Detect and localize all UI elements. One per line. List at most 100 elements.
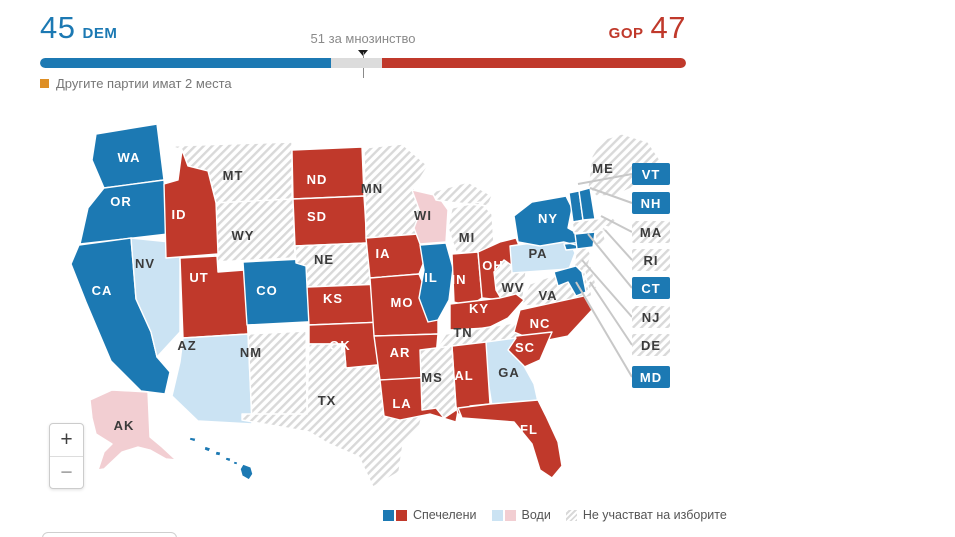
state-label-ca: CA — [92, 283, 113, 298]
zoom-out-button[interactable]: − — [50, 457, 83, 489]
state-label-or: OR — [110, 194, 132, 209]
attribution-box — [42, 532, 177, 537]
state-nd[interactable] — [291, 146, 365, 200]
legend-gop-lead-swatch-icon — [504, 509, 516, 521]
state-box-label-nj: NJ — [642, 310, 661, 325]
state-label-id: ID — [172, 207, 187, 222]
leader-de — [589, 281, 633, 346]
leader-ri — [604, 229, 633, 261]
bar-gop-fill — [382, 58, 686, 68]
state-label-mn: MN — [361, 181, 383, 196]
legend-hatch-swatch-icon — [565, 509, 577, 521]
dem-seat-count: 45 DEM — [40, 10, 117, 46]
state-label-fl: FL — [520, 422, 538, 437]
legend-dem-won-swatch-icon — [383, 509, 394, 521]
seat-bar — [40, 58, 686, 68]
state-label-ak: AK — [114, 418, 135, 433]
others-note-text: Другите партии имат 2 места — [56, 76, 232, 91]
state-ma[interactable] — [571, 216, 619, 234]
legend-won-label: Спечелени — [413, 508, 477, 522]
state-label-wy: WY — [232, 228, 255, 243]
state-label-ky: KY — [469, 301, 489, 316]
state-md[interactable] — [553, 265, 587, 297]
state-label-nc: NC — [530, 316, 551, 331]
state-box-ri[interactable] — [632, 249, 670, 271]
state-box-md[interactable] — [632, 366, 670, 388]
state-me[interactable] — [587, 133, 661, 197]
state-label-nm: NM — [240, 345, 262, 360]
state-label-ne: NE — [314, 252, 334, 267]
state-box-ma[interactable] — [632, 221, 670, 243]
state-box-de[interactable] — [632, 334, 670, 356]
legend-leads: Води — [491, 508, 551, 522]
state-or[interactable] — [79, 179, 169, 245]
state-label-mi: MI — [459, 230, 475, 245]
state-label-nd: ND — [307, 172, 328, 187]
state-fl[interactable] — [457, 399, 563, 479]
state-label-oh: OH — [482, 258, 504, 273]
state-box-label-md: MD — [640, 370, 662, 385]
majority-label: 51 за мнозинство — [310, 31, 416, 46]
state-label-ga: GA — [498, 365, 520, 380]
legend-leads-label: Води — [521, 508, 551, 522]
state-box-label-ri: RI — [644, 253, 659, 268]
state-label-wv: WV — [502, 280, 525, 295]
legend-gop-won-swatch-icon — [396, 509, 407, 521]
state-il[interactable] — [418, 242, 454, 323]
state-ak[interactable] — [89, 389, 177, 471]
state-hi[interactable] — [188, 436, 254, 481]
state-label-la: LA — [392, 396, 411, 411]
state-label-nv: NV — [135, 256, 155, 271]
state-label-ms: MS — [421, 370, 443, 385]
state-label-ks: KS — [323, 291, 343, 306]
state-label-ny: NY — [538, 211, 558, 226]
map-zoom-control: + − — [49, 423, 84, 489]
leader-vt — [577, 173, 633, 185]
state-label-co: CO — [256, 283, 278, 298]
leader-ct — [587, 233, 633, 289]
leader-nj — [581, 259, 633, 318]
state-label-ar: AR — [390, 345, 411, 360]
state-box-label-ct: CT — [641, 281, 660, 296]
state-label-wi: WI — [414, 208, 432, 223]
legend-not-participating: Не участват на изборите — [565, 508, 727, 522]
state-label-il: IL — [424, 270, 438, 285]
dem-seats: 45 — [40, 10, 76, 45]
state-ms[interactable] — [419, 345, 457, 419]
state-label-pa: PA — [528, 246, 547, 261]
state-label-ut: UT — [189, 270, 208, 285]
state-ut[interactable] — [179, 255, 249, 339]
state-labels: WA OR CA NV ID MT WY UT CO AZ NM ND SD N… — [92, 150, 662, 473]
state-sd[interactable] — [292, 195, 368, 247]
state-box-label-ma: MA — [640, 225, 662, 240]
leader-md — [575, 281, 633, 378]
state-box-ct[interactable] — [632, 277, 670, 299]
state-label-mo: MO — [391, 295, 414, 310]
gop-seats: 47 — [650, 10, 686, 45]
state-label-hi: HI — [211, 458, 226, 473]
state-box-label-nh: NH — [641, 196, 662, 211]
state-label-me: ME — [592, 161, 614, 176]
state-label-mt: MT — [223, 168, 244, 183]
state-label-sd: SD — [307, 209, 327, 224]
state-box-label-vt: VT — [642, 167, 661, 182]
zoom-in-button[interactable]: + — [50, 424, 83, 456]
others-swatch-icon — [40, 79, 49, 88]
state-box-nh[interactable] — [632, 192, 670, 214]
state-box-label-de: DE — [641, 338, 661, 353]
state-box-vt[interactable] — [632, 163, 670, 185]
state-ky[interactable] — [449, 293, 525, 331]
leader-ma — [600, 215, 633, 233]
state-ri[interactable] — [594, 229, 607, 246]
gop-party-label: GOP — [608, 25, 644, 42]
state-ct[interactable] — [574, 231, 596, 250]
state-label-sc: SC — [515, 340, 535, 355]
gop-seat-count: GOP 47 — [609, 10, 686, 46]
state-label-ok: OK — [329, 338, 351, 353]
state-id[interactable] — [163, 149, 219, 259]
state-box-nj[interactable] — [632, 306, 670, 328]
legend-not-participating-label: Не участват на изборите — [582, 508, 727, 522]
state-label-az: AZ — [177, 338, 196, 353]
